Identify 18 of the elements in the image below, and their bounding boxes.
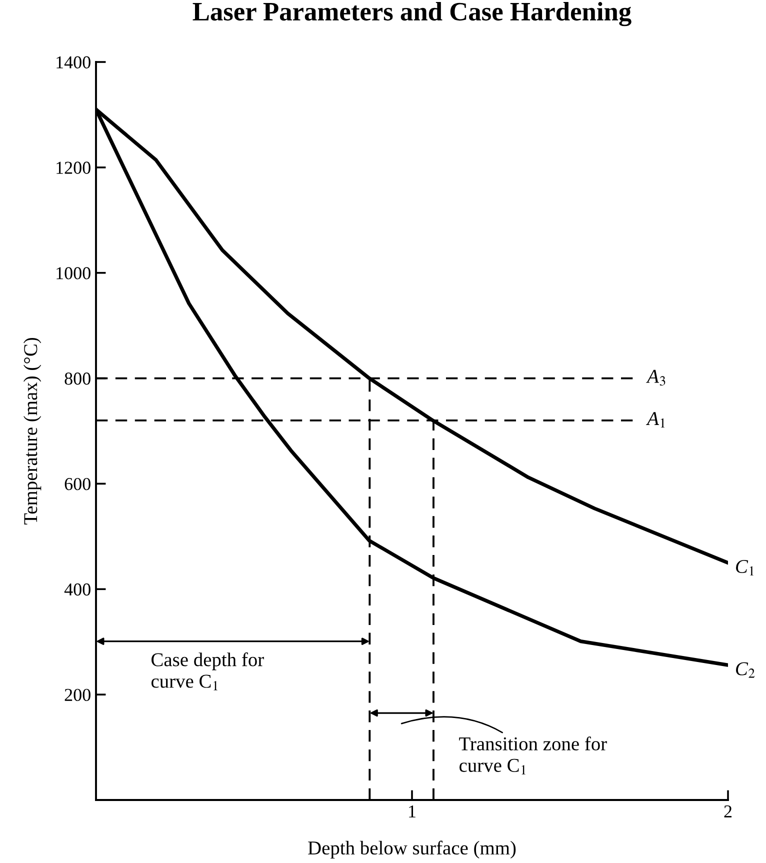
x-tick-label: 1 xyxy=(409,805,416,818)
ref-line-label: A$_{1}$ xyxy=(646,412,665,428)
x-axis-title: Depth below surface (mm) xyxy=(308,840,516,859)
series-label: C$_{2}$ xyxy=(736,662,755,678)
y-tick-label: 1400 xyxy=(56,56,90,68)
y-tick-label: 1200 xyxy=(56,162,90,174)
annotation: Case depth for curve C$_{1}$ xyxy=(151,652,264,690)
y-tick-label: 400 xyxy=(64,583,90,596)
y-axis-title: Temperature (max) (°C) xyxy=(24,338,42,525)
chart-title: Laser Parameters and Case Hardening xyxy=(192,2,632,26)
y-tick-label: 600 xyxy=(64,478,90,490)
y-tick-label: 1000 xyxy=(56,267,90,280)
y-tick-label: 200 xyxy=(64,688,90,702)
y-tick-label: 800 xyxy=(64,372,90,385)
series-label: C$_{1}$ xyxy=(736,560,754,576)
annotation: Transition zone for curve C$_{1}$ xyxy=(459,736,607,774)
x-tick-label: 2 xyxy=(724,805,732,818)
ref-line-label: A$_{3}$ xyxy=(646,370,666,386)
